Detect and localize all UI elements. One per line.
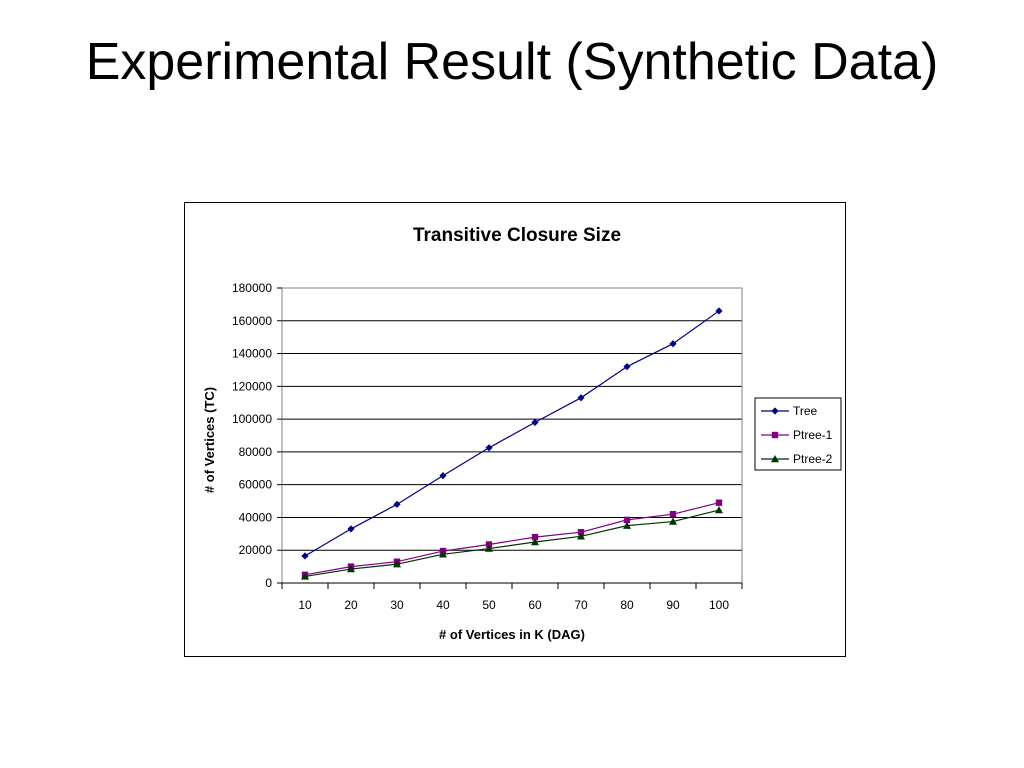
- legend-marker: [771, 431, 779, 439]
- y-tick-label: 20000: [239, 543, 273, 557]
- legend-marker: [771, 407, 779, 415]
- data-point: [623, 521, 631, 529]
- x-axis-label: # of Vertices in K (DAG): [439, 627, 585, 642]
- legend-label: Tree: [793, 404, 818, 418]
- x-tick-label: 80: [620, 598, 634, 612]
- series-line: [304, 502, 720, 576]
- y-tick-label: 160000: [232, 314, 272, 328]
- data-point: [669, 517, 677, 525]
- x-tick-label: 60: [528, 598, 542, 612]
- x-tick-label: 40: [436, 598, 450, 612]
- data-point: [531, 538, 539, 546]
- legend-item: Tree: [761, 404, 818, 418]
- line-chart: Transitive Closure Size 0 20000 40000 60000…: [202, 225, 842, 642]
- data-point: [623, 363, 631, 371]
- y-tick-label: 140000: [232, 347, 272, 361]
- legend: Tree Ptree-1 Ptree-2: [754, 397, 842, 471]
- data-point: [347, 525, 355, 533]
- data-point: [485, 544, 493, 552]
- data-point: [301, 572, 309, 580]
- data-point: [669, 510, 677, 518]
- data-point: [485, 541, 493, 548]
- data-point: [669, 340, 677, 348]
- chart-frame: Transitive Closure Size 0 20000 40000 60000…: [184, 202, 846, 657]
- legend-item: Ptree-1: [761, 428, 833, 442]
- x-axis: 10 20 30 40 50 60 70 80 90 100: [281, 582, 743, 612]
- y-tick-label: 40000: [239, 510, 273, 524]
- x-tick-label: 70: [574, 598, 588, 612]
- data-point: [577, 394, 585, 402]
- data-point: [439, 550, 447, 558]
- data-point: [577, 528, 585, 536]
- data-point: [347, 565, 355, 573]
- y-axis-label: # of Vertices (TC): [202, 387, 217, 493]
- x-tick-label: 90: [666, 598, 680, 612]
- data-point: [301, 552, 309, 560]
- series-line: [304, 509, 720, 578]
- legend-item: Ptree-2: [761, 452, 833, 466]
- x-tick-label: 50: [482, 598, 496, 612]
- legend-marker: [771, 455, 779, 463]
- data-point: [531, 418, 539, 426]
- series-ptree-2: [301, 506, 723, 580]
- gridlines: [282, 320, 742, 551]
- y-tick-label: 0: [265, 576, 272, 590]
- series-tree: [301, 307, 723, 560]
- y-axis: 0 20000 40000 60000 80000 100000 120000 140000 1…: [232, 281, 282, 590]
- series-ptree-1: [301, 499, 723, 579]
- legend-label: Ptree-2: [793, 452, 833, 466]
- data-point: [393, 500, 401, 508]
- data-point: [715, 499, 723, 506]
- data-point: [393, 560, 401, 568]
- x-tick-label: 20: [344, 598, 358, 612]
- series-line: [304, 310, 720, 557]
- y-tick-label: 60000: [239, 478, 273, 492]
- x-tick-label: 100: [709, 598, 729, 612]
- data-point: [485, 444, 493, 452]
- x-tick-label: 10: [298, 598, 312, 612]
- series-group: [301, 307, 723, 580]
- data-point: [531, 533, 539, 541]
- legend-box: [754, 397, 842, 471]
- slide-title: Experimental Result (Synthetic Data): [85, 33, 939, 91]
- y-tick-label: 180000: [232, 281, 272, 295]
- data-point: [623, 516, 631, 524]
- data-point: [715, 506, 723, 514]
- x-tick-label: 30: [390, 598, 404, 612]
- legend-label: Ptree-1: [793, 428, 833, 442]
- y-tick-label: 80000: [239, 445, 273, 459]
- chart-title: Transitive Closure Size: [413, 225, 621, 246]
- data-point: [439, 472, 447, 480]
- y-tick-label: 120000: [232, 379, 272, 393]
- y-tick-label: 100000: [232, 412, 272, 426]
- data-point: [577, 532, 585, 540]
